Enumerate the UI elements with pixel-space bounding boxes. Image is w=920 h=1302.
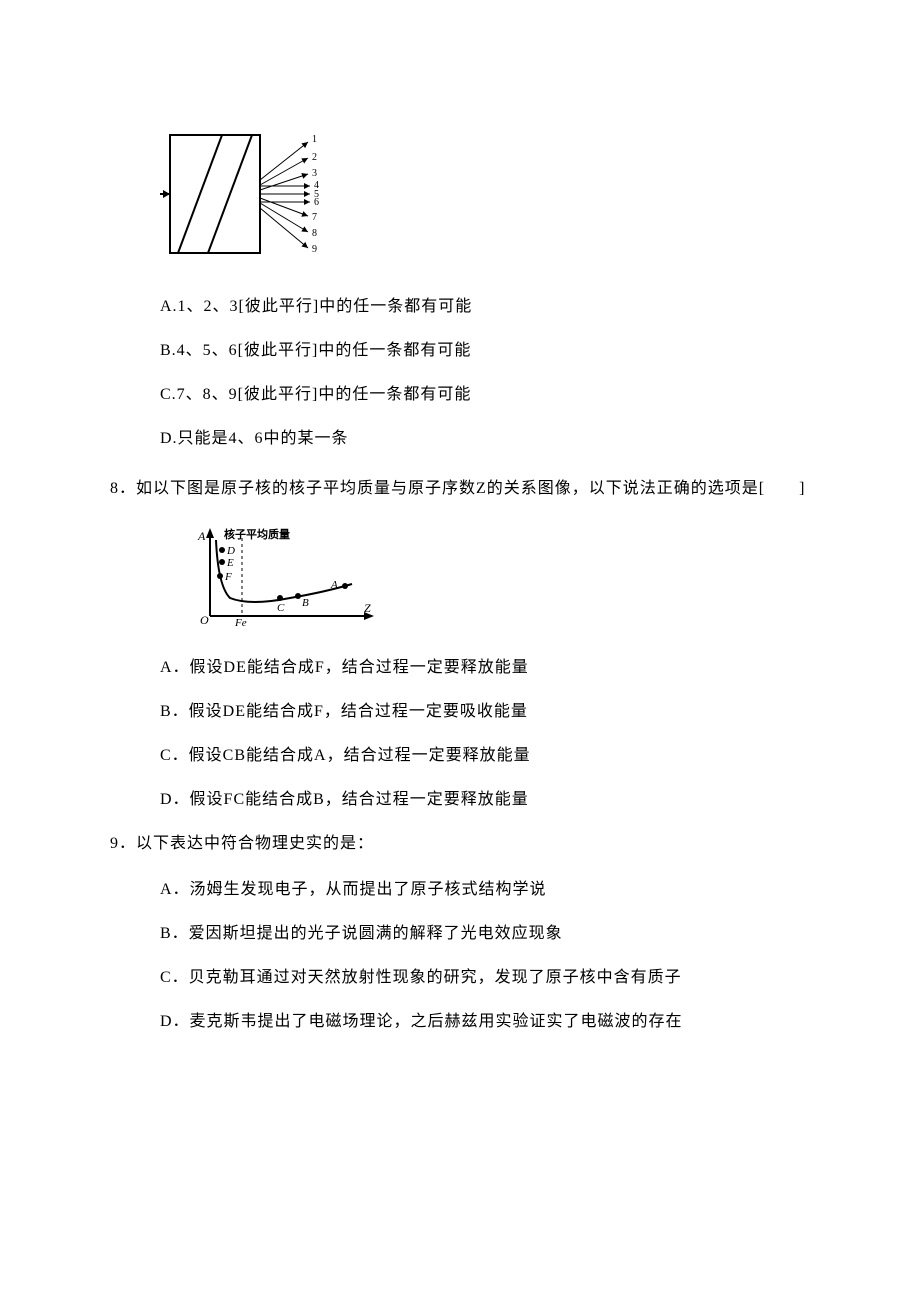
q8-option-c: C．假设CB能结合成A，结合过程一定要释放能量 (160, 744, 810, 768)
ray-label: 2 (312, 152, 317, 163)
q8-intro: 8．如以下图是原子核的核子平均质量与原子序数Z的关系图像，以下说法正确的选项是[… (110, 471, 810, 506)
graph-point-label: F (224, 571, 232, 583)
title-label: 核子平均质量 (224, 527, 290, 541)
q8-diagram: A 核子平均质量 Z O Fe DEF C B A (180, 526, 810, 626)
graph-point (277, 595, 283, 601)
graph-point (342, 583, 348, 589)
ray-arrowhead (304, 183, 310, 189)
graph-point (295, 593, 301, 599)
q8-option-d: D．假设FC能结合成B，结合过程一定要释放能量 (160, 788, 810, 812)
origin-label: O (200, 613, 209, 626)
graph-point-label: D (226, 545, 235, 557)
graph-point (219, 559, 225, 565)
ray-arrowhead (304, 191, 310, 197)
q9-option-d: D．麦克斯韦提出了电磁场理论，之后赫兹用实验证实了电磁波的存在 (160, 1010, 810, 1034)
ray-line (260, 142, 308, 180)
q7-diagram: 123456789 (160, 130, 810, 265)
graph-point (219, 547, 225, 553)
ray-arrowhead (301, 226, 308, 232)
y-label: A (197, 529, 206, 543)
ray-label: 3 (312, 168, 317, 179)
y-axis-arrow (206, 528, 214, 538)
prism-ray-diagram: 123456789 (160, 130, 335, 265)
outgoing-rays: 123456789 (260, 134, 319, 255)
ray-label: 9 (312, 244, 317, 255)
incident-arrowhead (163, 190, 170, 198)
ray-label: 7 (312, 212, 317, 223)
graph-point-label: C (277, 602, 285, 614)
ray-arrowhead (301, 173, 308, 179)
fe-label: Fe (234, 617, 247, 626)
q8-option-a: A．假设DE能结合成F，结合过程一定要释放能量 (160, 656, 810, 680)
q7-option-b: B.4、5、6[彼此平行]中的任一条都有可能 (160, 339, 810, 363)
graph-point-label: B (302, 597, 309, 609)
binding-energy-graph: A 核子平均质量 Z O Fe DEF C B A (180, 526, 390, 626)
curve (216, 540, 352, 602)
ray-arrowhead (304, 199, 310, 205)
ray-label: 1 (312, 134, 317, 145)
ray-label: 6 (314, 197, 319, 208)
x-label: Z (364, 601, 371, 615)
q9-option-c: C．贝克勒耳通过对天然放射性现象的研究，发现了原子核中含有质子 (160, 966, 810, 990)
ray-label: 8 (312, 228, 317, 239)
ray-line (260, 158, 308, 185)
q9-option-b: B．爱因斯坦提出的光子说圆满的解释了光电效应现象 (160, 922, 810, 946)
graph-point-label: E (226, 557, 234, 569)
q7-option-c: C.7、8、9[彼此平行]中的任一条都有可能 (160, 383, 810, 407)
graph-points: DEF C B A (217, 545, 348, 614)
q8-option-b: B．假设DE能结合成F，结合过程一定要吸收能量 (160, 700, 810, 724)
q9-intro: 9．以下表达中符合物理史实的是： (110, 832, 810, 856)
q9-option-a: A．汤姆生发现电子，从而提出了原子核式结构学说 (160, 878, 810, 902)
graph-point (217, 573, 223, 579)
ray-arrowhead (301, 142, 308, 148)
q7-option-a: A.1、2、3[彼此平行]中的任一条都有可能 (160, 295, 810, 319)
graph-point-label: A (330, 579, 338, 591)
ray-line (260, 174, 308, 190)
q7-option-d: D.只能是4、6中的某一条 (160, 427, 810, 451)
